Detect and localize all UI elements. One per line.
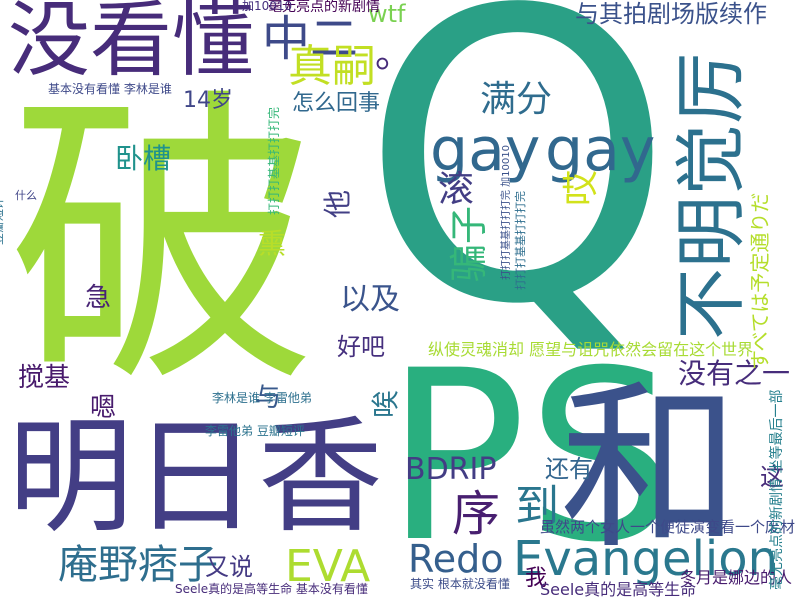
word: 纵使灵魂消却 愿望与诅咒依然会留在这个世界 bbox=[428, 340, 754, 359]
word: 卧槽 bbox=[115, 142, 172, 175]
word: 搅基 bbox=[18, 363, 71, 393]
word: 庵野痞子 bbox=[58, 542, 218, 588]
word: 14岁 bbox=[183, 88, 233, 113]
word: 中二 bbox=[262, 11, 359, 67]
word: gay bbox=[545, 115, 656, 185]
word: 打打打基基打打打完 bbox=[514, 191, 527, 290]
word: gay bbox=[430, 115, 541, 185]
word: 还有 bbox=[545, 455, 593, 483]
word: 熏 bbox=[258, 227, 287, 260]
word: 什么 bbox=[15, 189, 37, 202]
word: 以及 bbox=[340, 282, 400, 317]
word: 骗子 bbox=[447, 205, 491, 282]
word: 没看懂 bbox=[8, 0, 255, 88]
word: 没有之一 bbox=[678, 357, 791, 390]
word: 豆瓣短评 bbox=[0, 196, 5, 245]
word: 明日香 bbox=[8, 405, 383, 550]
word: PS bbox=[385, 321, 676, 594]
word: 滚 bbox=[438, 169, 475, 210]
word: 不明觉厉 bbox=[669, 51, 753, 340]
word: 哎 bbox=[561, 169, 602, 206]
word: 李林是谁 李雷他弟 bbox=[212, 391, 312, 405]
word: 李雷他弟 豆瓣短评 bbox=[205, 424, 305, 438]
word: 虽然两个女人一个便徒演变看一个废材 bbox=[540, 518, 796, 536]
word: BDRIP bbox=[405, 452, 497, 487]
word: 破 bbox=[8, 64, 318, 425]
word: 我 bbox=[525, 566, 548, 591]
word: 序 bbox=[452, 486, 501, 542]
word: 急 bbox=[85, 283, 112, 313]
word: 到 bbox=[515, 481, 559, 532]
word: wtf bbox=[368, 0, 406, 28]
word: 这 bbox=[760, 463, 784, 491]
word: Q bbox=[360, 0, 675, 392]
word: 好吧 bbox=[337, 333, 385, 361]
word: Seele真的是高等生命 基本没有看懂 bbox=[175, 582, 368, 596]
word: 基本没有看懂 李林是谁 bbox=[48, 82, 172, 96]
word: 冬月是娜边的人 bbox=[680, 568, 793, 587]
word: 他 bbox=[321, 189, 354, 218]
word: 和 bbox=[560, 365, 741, 574]
word: 真嗣 bbox=[288, 41, 376, 92]
word: 与其拍剧场版续作 bbox=[575, 0, 767, 28]
word: 打打打基基打打打完 加10010 bbox=[501, 145, 512, 280]
word: 又说 bbox=[205, 553, 253, 581]
word: EVA bbox=[285, 541, 371, 592]
word: Evangelion bbox=[513, 531, 779, 587]
word: Seele真的是高等生命 bbox=[540, 580, 697, 599]
word: 加10010 bbox=[242, 0, 293, 13]
word: 毫无亮点的新剧情 坐等最后一部 bbox=[769, 389, 785, 590]
word: 怎么回事 bbox=[292, 91, 381, 116]
word: Redo bbox=[408, 537, 504, 581]
word: 唉 bbox=[369, 389, 402, 418]
word: 毫无亮点的新剧情 bbox=[268, 0, 380, 15]
word: 。 bbox=[375, 32, 414, 76]
word: 其实 根本就没看懂 bbox=[410, 577, 510, 591]
word: 打打打基基打打打完 bbox=[267, 106, 281, 215]
word: 满分 bbox=[480, 79, 553, 120]
word: 与 bbox=[255, 383, 282, 413]
word: 嗯 bbox=[90, 393, 117, 423]
